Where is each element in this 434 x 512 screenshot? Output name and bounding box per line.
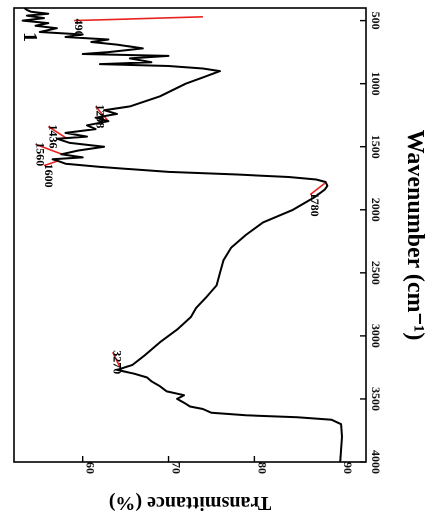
annotation-label-1780: 1780 — [308, 193, 322, 217]
annotation-leader-1560 — [35, 143, 63, 156]
annotation-label-1600: 1600 — [42, 164, 56, 188]
annotation-leader-1780 — [309, 182, 326, 196]
y-tick-label: 2500 — [369, 261, 383, 285]
plot-frame — [13, 7, 367, 463]
y-tick-label: 1500 — [369, 135, 383, 159]
y-tick-label: 3000 — [369, 324, 383, 348]
annotation-label-3270: 3270 — [111, 350, 125, 374]
y-tick-label: 3500 — [369, 387, 383, 411]
annotation-leaders — [35, 16, 326, 371]
annotation-label-490: 490 — [72, 19, 86, 37]
wavenumber-ticks: 500 1000 1500 2000 2500 3000 3500 4000 — [360, 12, 383, 474]
transmittance-ticks: 90 80 70 60 — [81, 456, 355, 474]
x-axis-title: Transmittance (%) — [109, 492, 271, 512]
x-tick-label: 70 — [170, 462, 184, 474]
annotation-leader-3270 — [112, 351, 123, 371]
annotation-leader-490 — [74, 16, 203, 22]
y-tick-label: 2000 — [369, 198, 383, 222]
y-tick-label: 4000 — [369, 450, 383, 474]
x-tick-label: 80 — [255, 462, 269, 474]
panel-label: 1 — [19, 32, 41, 42]
series-line — [21, 7, 343, 463]
axis-box — [13, 7, 367, 463]
x-tick-label: 90 — [341, 462, 355, 474]
annotation-leader-1436 — [47, 125, 68, 140]
y-tick-label: 500 — [369, 12, 383, 30]
y-tick-label: 1000 — [369, 72, 383, 96]
y-axis-title: Wavenumber (cm⁻¹) — [402, 130, 428, 341]
x-tick-label: 60 — [84, 462, 98, 474]
annotation-label-1436: 1436 — [46, 125, 60, 149]
annotation-label-1298: 1298 — [94, 104, 108, 128]
annotation-leader-1298 — [94, 105, 110, 122]
annotation-label-1560: 1560 — [33, 142, 47, 166]
